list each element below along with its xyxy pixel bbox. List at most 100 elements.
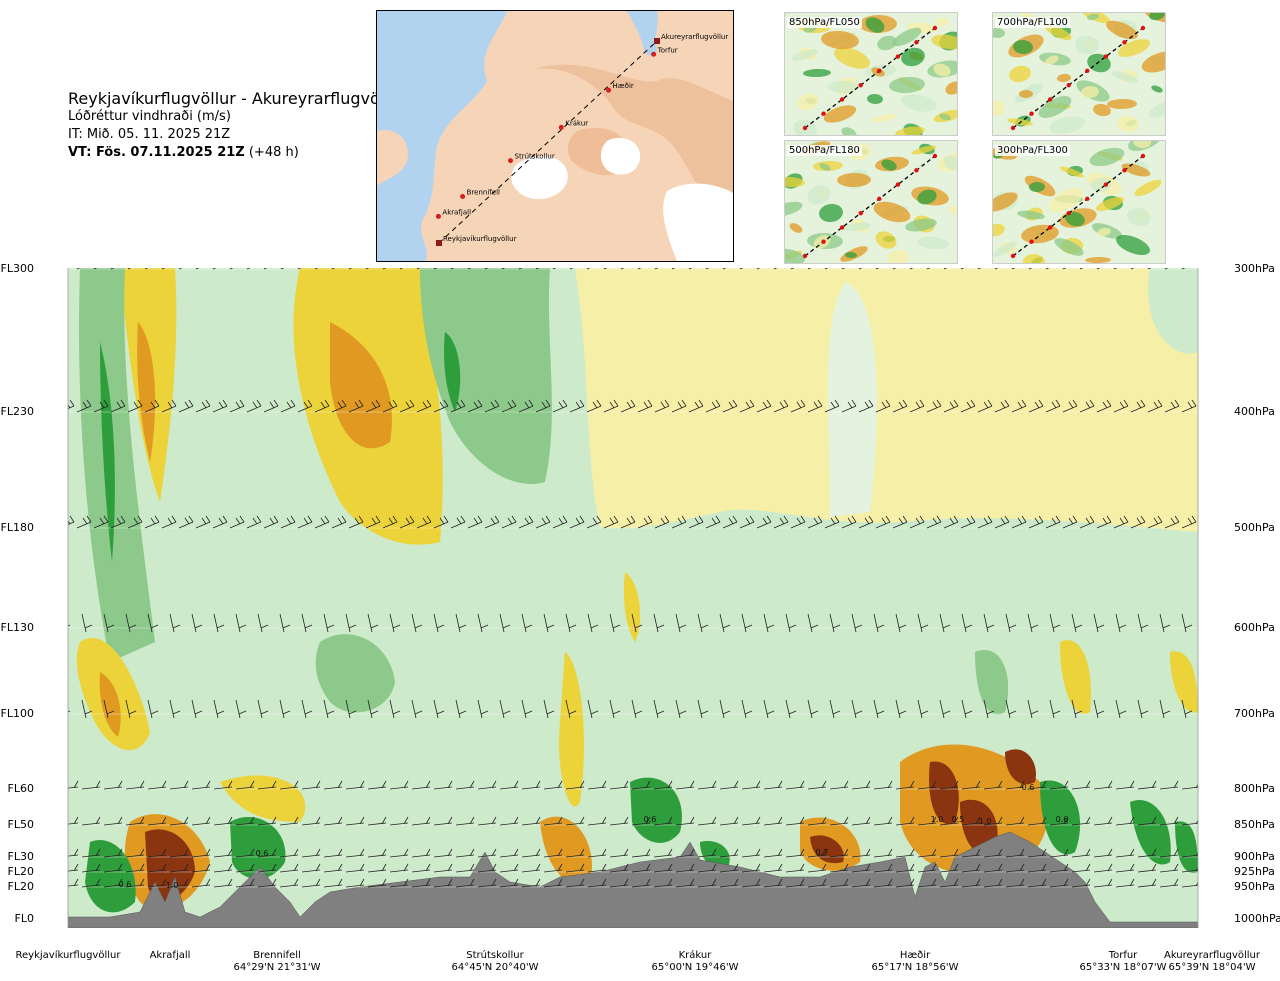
wind-barb (147, 878, 167, 888)
waypoint-name: Krákur (678, 950, 712, 961)
wind-barb (212, 399, 228, 413)
wind-barb (81, 848, 101, 858)
wind-barb (399, 399, 415, 413)
wind-barb (719, 863, 739, 873)
wind-barb (586, 268, 591, 270)
thumb-field-blob (1087, 13, 1099, 21)
thumb-field-blob (803, 68, 831, 78)
thumb-route-point (1010, 253, 1016, 259)
thumb-850[interactable]: 850hPa/FL050 (784, 12, 958, 136)
wind-barb (1005, 848, 1025, 858)
wind-barb (873, 699, 885, 719)
thumb-field-blob (917, 236, 949, 250)
wind-barb (212, 515, 228, 529)
wind-barb (785, 613, 797, 633)
wind-barb (977, 515, 993, 529)
wind-barb (60, 262, 74, 269)
wind-barb (365, 399, 381, 413)
wind-barb (697, 816, 717, 826)
wind-barb (609, 878, 629, 888)
map-point-label: Strútskollur (515, 153, 555, 161)
wind-barb (785, 699, 797, 719)
wind-barb (1137, 613, 1149, 633)
wind-barb (939, 613, 951, 633)
wind-barb (499, 613, 511, 633)
wind-barb (620, 399, 636, 413)
wind-barb (790, 268, 795, 270)
wind-barb (389, 863, 409, 873)
wind-barb (450, 268, 455, 270)
yellow-edge-right (1170, 651, 1198, 713)
thumb-field-blob (1065, 211, 1085, 227)
overview-map: Akureyrarflugvöllur Torfur Hæðir Krákur Strú… (376, 10, 734, 262)
thumb-500[interactable]: 500hPa/FL180 (784, 140, 958, 264)
wind-barb (147, 863, 167, 873)
wind-barb (675, 613, 687, 633)
wind-barb (917, 878, 937, 888)
wind-barb (1049, 699, 1061, 719)
wind-barb (569, 515, 585, 529)
brown-core-1 (929, 761, 959, 825)
map-point-label: Krákur (565, 119, 588, 127)
wind-barb (1115, 816, 1135, 826)
wind-barb (697, 863, 717, 873)
wind-barb (125, 699, 137, 719)
thumb-field-blob (867, 93, 883, 105)
wind-barb (895, 699, 907, 719)
dark-green-column-left (100, 342, 115, 562)
thumb-field-blob (877, 35, 897, 51)
thumb-500-map (785, 141, 957, 263)
wind-barb (807, 878, 827, 888)
wind-barb (1181, 613, 1193, 633)
wind-barb (961, 780, 981, 790)
wind-barb (477, 699, 489, 719)
flight-level-label: FL20 (7, 865, 34, 878)
flight-level-label: FL60 (7, 782, 34, 795)
thumb-700[interactable]: 700hPa/FL100 (992, 12, 1166, 136)
thumb-field-blob (1097, 227, 1111, 237)
wind-barb (416, 399, 432, 413)
wind-barb (1181, 881, 1198, 888)
wind-barb (763, 848, 783, 858)
wind-barb (257, 848, 277, 858)
waypoint-coord: 65°17'N 18°56'W (871, 962, 959, 973)
wind-barb (773, 515, 789, 529)
waypoint-label: Brennifell 64°29'N 21°31'W (217, 950, 337, 974)
wind-barb (631, 816, 651, 826)
wind-barb (983, 863, 1003, 873)
wind-barb (1071, 878, 1091, 888)
thumb-route-point (858, 210, 863, 216)
thumb-field-blob (939, 113, 951, 121)
wind-barb (785, 780, 805, 790)
wind-barb (858, 399, 874, 413)
thumb-field-blob (901, 47, 925, 67)
thumb-300[interactable]: 300hPa/FL300 (992, 140, 1166, 264)
thumb-field-blob (1023, 253, 1045, 263)
dark-green-core-center (444, 332, 461, 412)
thumb-route-point (1066, 210, 1071, 216)
thumb-field-blob (1013, 39, 1033, 55)
wind-barb (851, 816, 871, 826)
wind-barb (756, 268, 761, 270)
valid-offset: (+48 h) (248, 145, 299, 160)
wind-barb (367, 878, 387, 888)
thumb-field-blob (1045, 55, 1059, 65)
waypoint-label: Torfur 65°33'N 18°07'W (1063, 950, 1183, 974)
wind-barb (235, 878, 255, 888)
wind-barb (722, 515, 738, 529)
wind-barb (697, 613, 709, 633)
wind-barb (125, 863, 145, 873)
wind-barb (1137, 878, 1157, 888)
wind-barb (1093, 699, 1105, 719)
thumb-field-blob (791, 49, 819, 61)
wind-barb (1093, 613, 1105, 633)
flight-level-label: FL230 (0, 405, 34, 418)
wind-barb (147, 613, 159, 633)
wind-barb (763, 878, 783, 888)
thumb-field-blob (993, 192, 1018, 212)
wind-barb (195, 515, 211, 529)
wind-barb (161, 515, 177, 529)
wind-barb (323, 848, 343, 858)
wind-barb (191, 613, 203, 633)
wind-barb (125, 613, 137, 633)
